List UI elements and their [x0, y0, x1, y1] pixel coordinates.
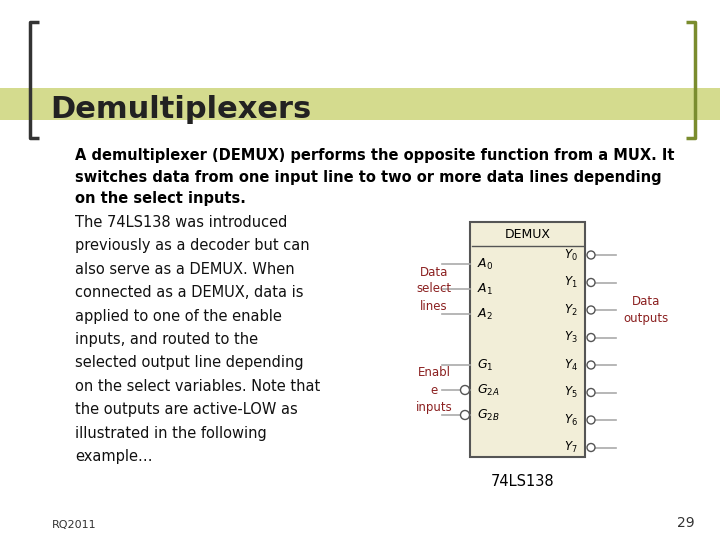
Circle shape: [587, 443, 595, 451]
Text: $A_2$: $A_2$: [477, 306, 492, 321]
Circle shape: [587, 334, 595, 341]
Text: $Y_6$: $Y_6$: [564, 413, 578, 428]
Text: $Y_3$: $Y_3$: [564, 330, 578, 345]
Circle shape: [587, 361, 595, 369]
Text: $A_1$: $A_1$: [477, 281, 493, 296]
Text: A demultiplexer (DEMUX) performs the opposite function from a MUX. It
switches d: A demultiplexer (DEMUX) performs the opp…: [75, 148, 675, 206]
Text: DEMUX: DEMUX: [505, 228, 551, 241]
Text: $G_{2B}$: $G_{2B}$: [477, 408, 500, 422]
Text: RQ2011: RQ2011: [52, 520, 96, 530]
Text: Data
select
lines: Data select lines: [416, 266, 451, 313]
Text: $G_{2A}$: $G_{2A}$: [477, 382, 500, 397]
Text: $Y_4$: $Y_4$: [564, 357, 578, 373]
Circle shape: [587, 306, 595, 314]
Text: 29: 29: [678, 516, 695, 530]
Circle shape: [461, 410, 469, 420]
Text: $Y_7$: $Y_7$: [564, 440, 578, 455]
Text: $A_0$: $A_0$: [477, 256, 493, 272]
Text: 74LS138: 74LS138: [491, 474, 554, 489]
Circle shape: [587, 279, 595, 287]
Text: $G_1$: $G_1$: [477, 357, 493, 373]
Text: Demultiplexers: Demultiplexers: [50, 94, 311, 124]
Text: $Y_5$: $Y_5$: [564, 385, 578, 400]
Text: $Y_2$: $Y_2$: [564, 302, 578, 318]
FancyBboxPatch shape: [470, 222, 585, 457]
Text: The 74LS138 was introduced
previously as a decoder but can
also serve as a DEMUX: The 74LS138 was introduced previously as…: [75, 215, 320, 464]
Circle shape: [587, 416, 595, 424]
Circle shape: [587, 251, 595, 259]
Text: Data
outputs: Data outputs: [624, 295, 669, 325]
Text: $Y_0$: $Y_0$: [564, 247, 578, 262]
FancyBboxPatch shape: [0, 88, 720, 120]
Circle shape: [461, 386, 469, 395]
Text: $Y_1$: $Y_1$: [564, 275, 578, 290]
Text: Enabl
e
inputs: Enabl e inputs: [415, 367, 452, 414]
Circle shape: [587, 388, 595, 396]
